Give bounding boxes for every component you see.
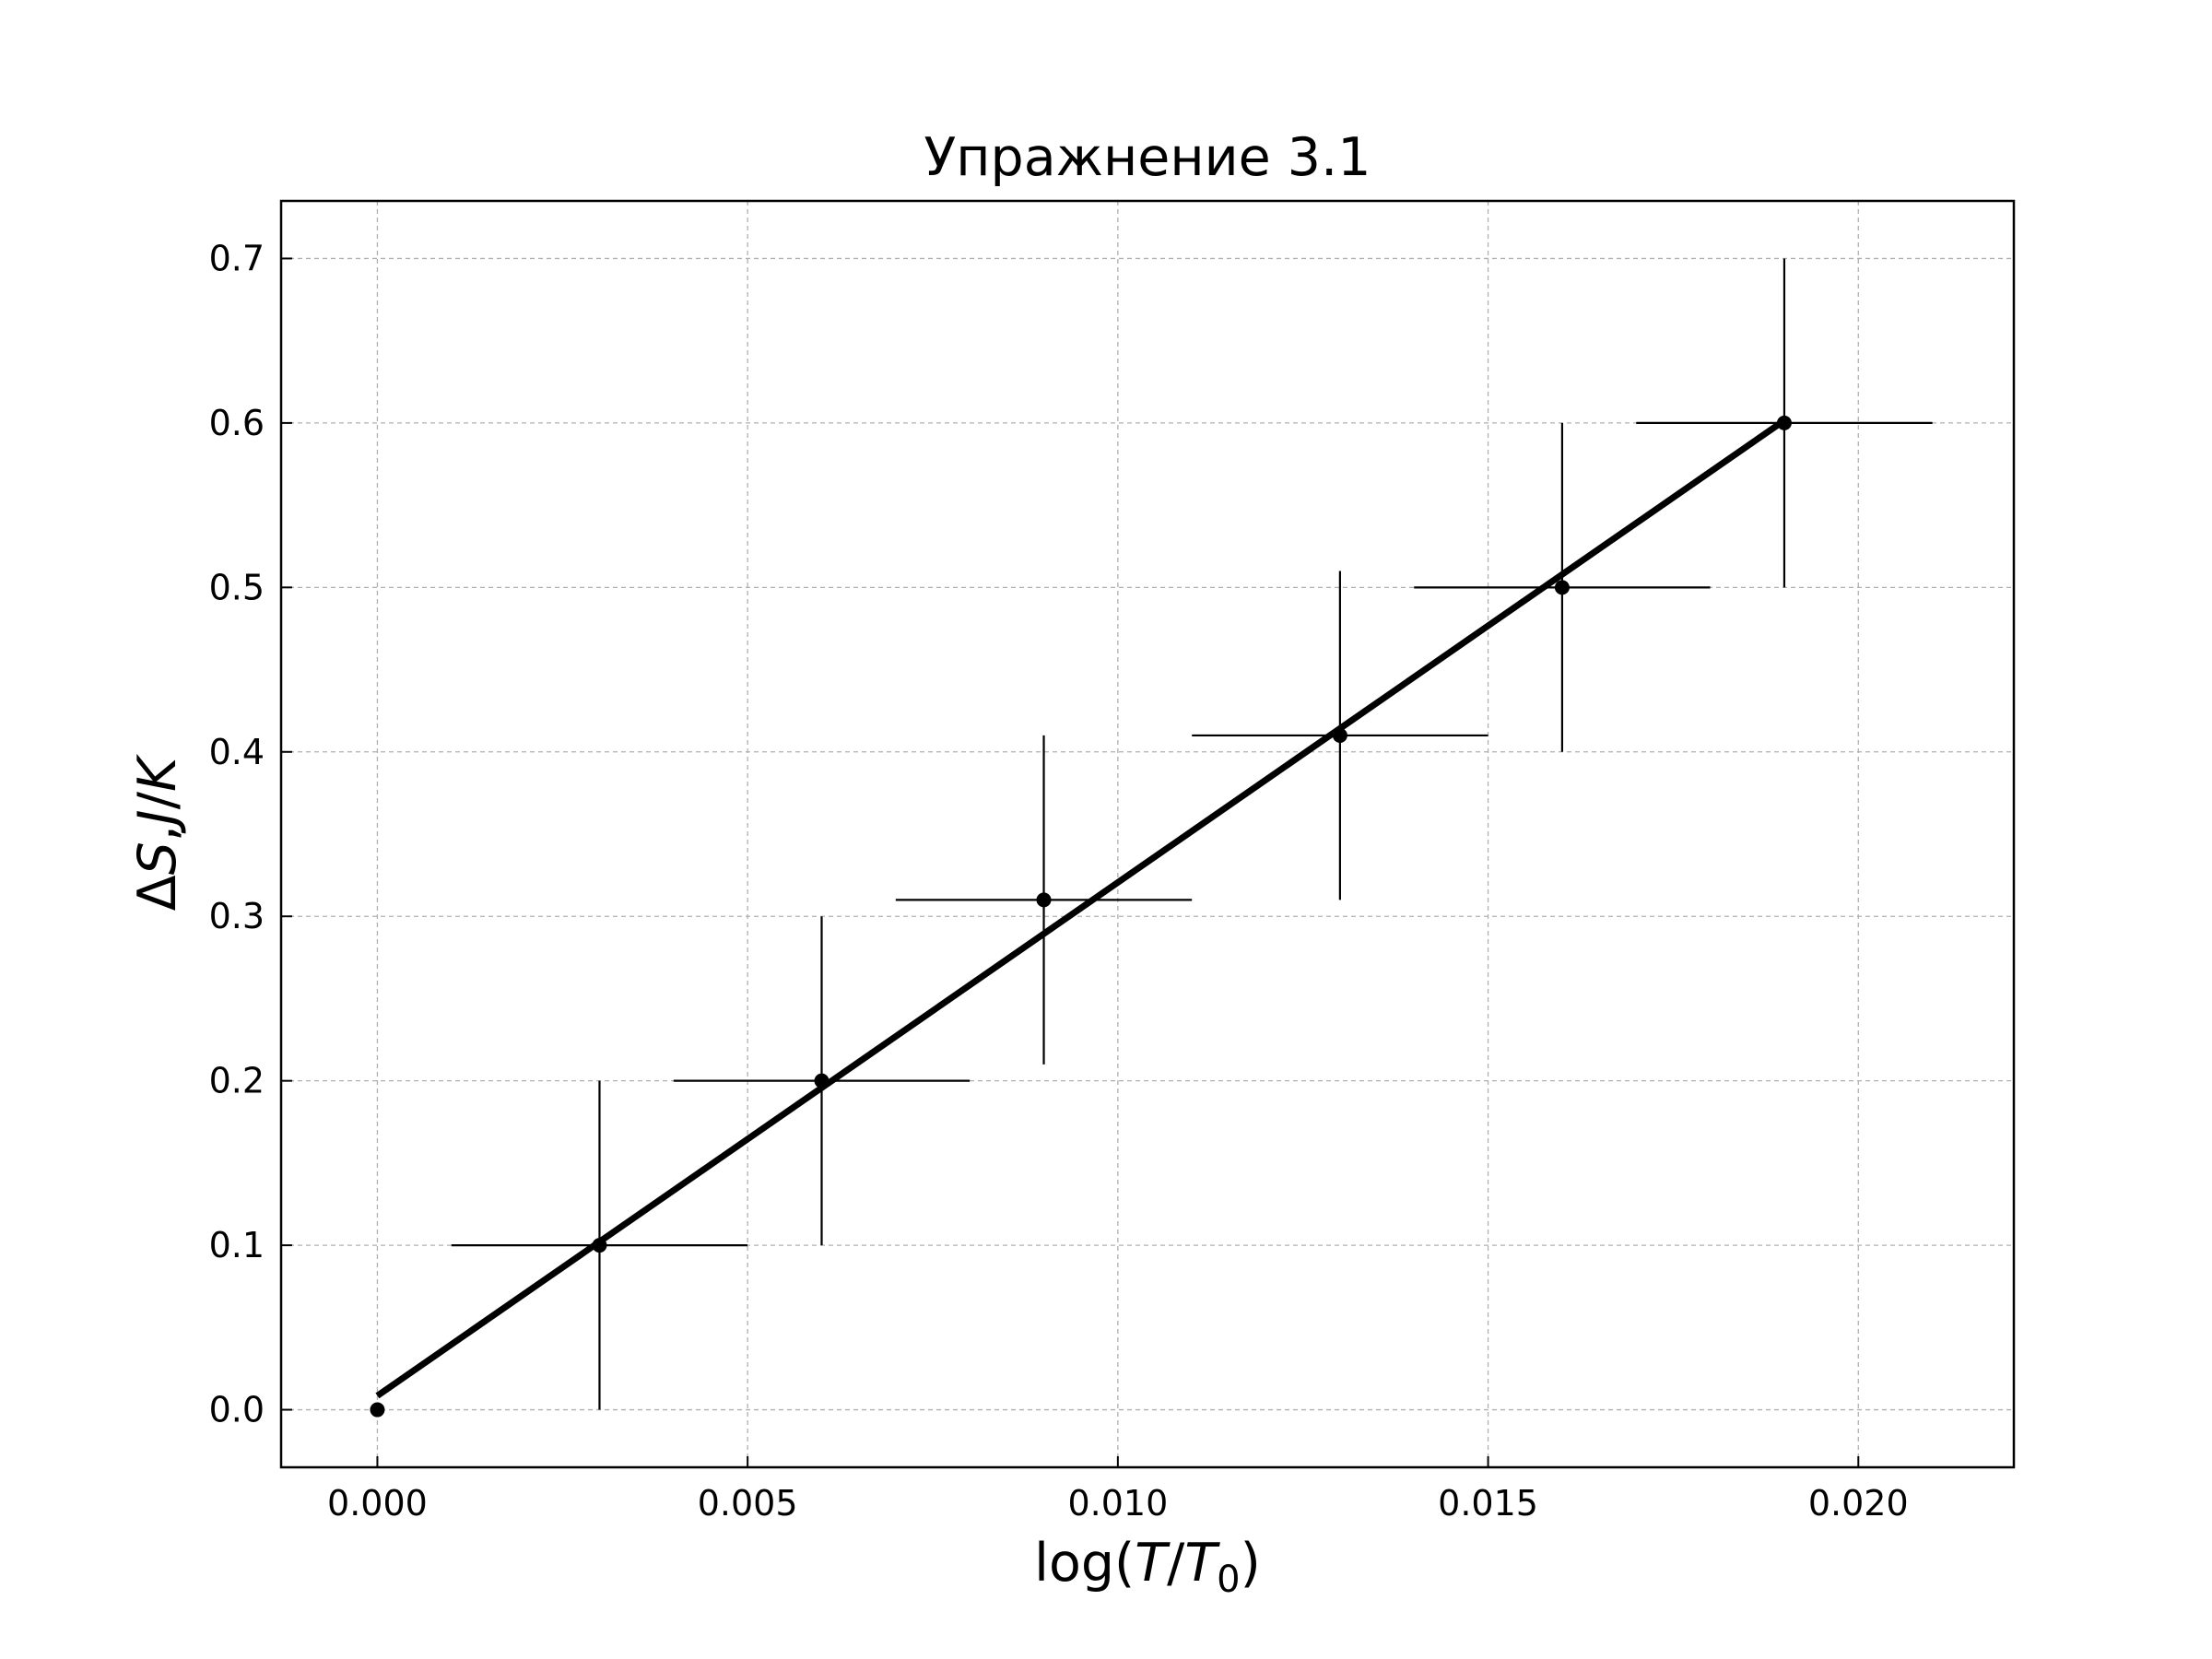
data-point: [592, 1238, 607, 1253]
plot-frame: [279, 199, 2016, 1469]
fit-layer: [375, 418, 1786, 1399]
tick-layer: 0.000 0.005 0.010 0.015 0.020 0.0 0.1 0.2 0.3 0.4…: [209, 238, 1909, 1524]
y-tick-label: 0.7: [209, 238, 265, 278]
data-point: [1554, 580, 1570, 595]
data-point: [814, 1073, 830, 1088]
x-tick-label: 0.015: [1438, 1483, 1538, 1524]
data-point: [1776, 415, 1792, 430]
data-point: [1036, 892, 1052, 908]
data-point: [370, 1402, 385, 1418]
y-tick-label: 0.4: [209, 732, 265, 772]
x-axis-label: log(T/T0): [1034, 1533, 1261, 1601]
y-axis-label: ΔS,J/K: [127, 753, 188, 911]
chart-title: Упражнение 3.1: [924, 127, 1371, 188]
grid-layer: [281, 201, 2014, 1467]
y-tick-label: 0.5: [209, 567, 265, 607]
y-tick-label: 0.0: [209, 1390, 265, 1430]
y-tick-label: 0.6: [209, 403, 265, 443]
x-tick-label: 0.005: [698, 1483, 798, 1524]
y-tick-label: 0.3: [209, 896, 265, 936]
x-tick-label: 0.020: [1808, 1483, 1909, 1524]
y-tick-label: 0.2: [209, 1061, 265, 1101]
fit-line: [375, 418, 1786, 1399]
y-tick-label: 0.1: [209, 1225, 265, 1265]
data-point: [1332, 727, 1347, 743]
x-tick-label: 0.000: [327, 1483, 428, 1524]
point-layer: [370, 415, 1792, 1418]
x-tick-label: 0.010: [1067, 1483, 1168, 1524]
